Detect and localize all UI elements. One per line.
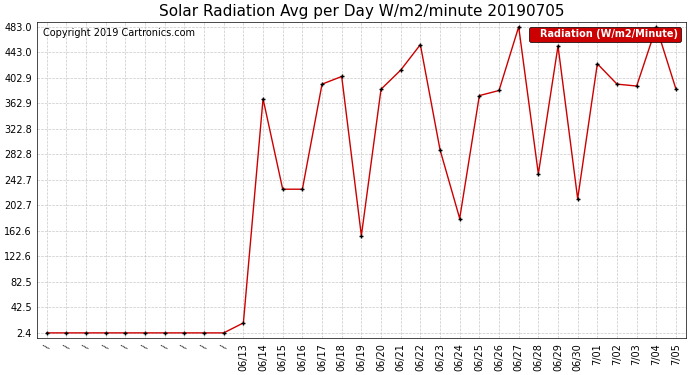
Legend: Radiation (W/m2/Minute): Radiation (W/m2/Minute) xyxy=(529,27,681,42)
Text: Copyright 2019 Cartronics.com: Copyright 2019 Cartronics.com xyxy=(43,28,195,38)
Title: Solar Radiation Avg per Day W/m2/minute 20190705: Solar Radiation Avg per Day W/m2/minute … xyxy=(159,4,564,19)
